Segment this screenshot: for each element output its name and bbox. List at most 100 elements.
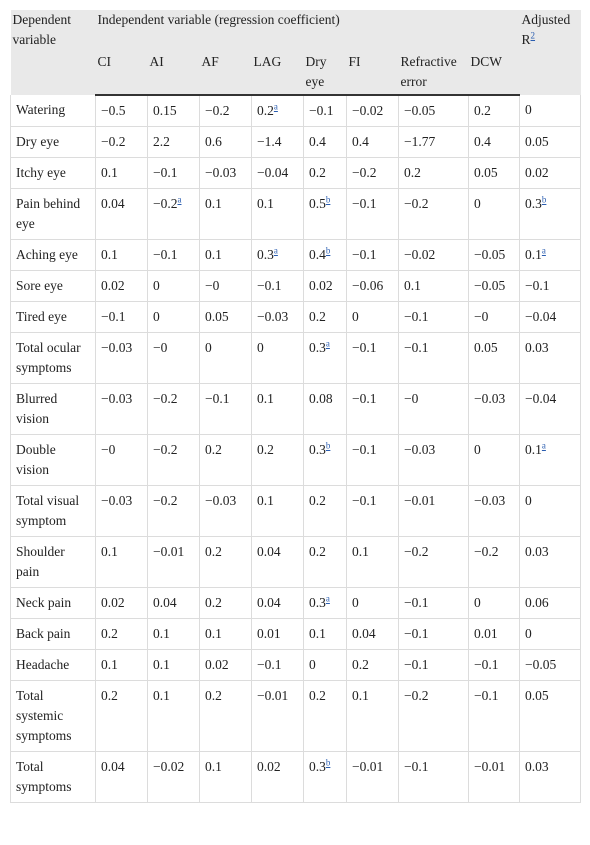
footnote-link[interactable]: a <box>541 245 546 256</box>
footnote-link[interactable]: a <box>325 338 330 349</box>
table-cell: 0.1 <box>199 751 252 803</box>
table-cell: −0.06 <box>346 270 399 302</box>
table-cell: −0.2 <box>398 680 469 752</box>
table-cell: 0.1 <box>199 239 252 271</box>
table-cell: −0.2 <box>467 536 521 588</box>
table-cell: 0.1 <box>346 680 399 752</box>
footnote-marker: a <box>274 246 278 256</box>
table-cell: −0.03 <box>467 485 521 537</box>
table-cell: 0.3b <box>303 751 347 803</box>
cell-value: 0.3 <box>309 595 326 610</box>
column-header: CI <box>95 52 148 96</box>
table-cell: 0.4b <box>303 239 347 271</box>
table-cell: −0.01 <box>398 485 469 537</box>
table-cell: 0.2 <box>95 618 148 650</box>
table-cell: −0.2a <box>147 188 200 240</box>
row-label: Sore eye <box>10 270 96 302</box>
table-body: Watering −0.5 0.15 −0.2 0.2a −0.1 −0.02 −0.05 0.… <box>10 95 582 803</box>
column-header: FI <box>346 52 399 96</box>
table-cell: −0.5 <box>95 95 148 127</box>
table-cell: 0.1 <box>346 536 399 588</box>
table-cell: −0.1 <box>398 587 469 619</box>
table-cell: 0.04 <box>147 587 200 619</box>
table-cell: −0.03 <box>398 434 469 486</box>
table-cell: 0 <box>147 270 200 302</box>
table-cell: 0.1 <box>398 270 469 302</box>
table-cell: −0.01 <box>346 751 399 803</box>
table-cell: 0.4 <box>303 126 347 158</box>
footnote-link[interactable]: a <box>541 440 546 451</box>
cell-value: 0.1 <box>525 442 542 457</box>
table-cell: 0.02 <box>303 270 347 302</box>
table-cell: −0.05 <box>398 95 469 127</box>
table-cell: −0.1 <box>398 649 469 681</box>
table-cell: 0.02 <box>95 270 148 302</box>
table-cell: −0.1 <box>398 301 469 333</box>
row-label: Double vision <box>10 434 96 486</box>
table-row: Sore eye 0.02 0 −0 −0.1 0.02 −0.06 0.1 −0.05 −0.1 <box>10 270 582 302</box>
column-header: AF <box>199 52 252 96</box>
footnote-marker: b <box>542 195 547 205</box>
footnote-link[interactable]: b <box>325 757 331 768</box>
footnote-link[interactable]: b <box>325 194 331 205</box>
footnote-link[interactable]: b <box>325 245 331 256</box>
table-cell: 0.1 <box>147 618 200 650</box>
footnote-link[interactable]: a <box>273 245 278 256</box>
table-cell: −0.04 <box>519 301 582 333</box>
table-cell: −0.1 <box>398 618 469 650</box>
table-cell: −0.03 <box>251 301 304 333</box>
table-cell: −0.2 <box>95 126 148 158</box>
footnote-marker: b <box>326 195 331 205</box>
regression-table: Dependent variable Independent variable … <box>10 10 582 803</box>
table-cell: 0.1 <box>199 188 252 240</box>
table-cell: 0.1a <box>519 434 582 486</box>
table-cell: 0.04 <box>251 536 304 588</box>
table-cell: 0.01 <box>251 618 304 650</box>
table-cell: −0.1 <box>346 239 399 271</box>
footnote-link[interactable]: 2 <box>530 30 536 41</box>
table-cell: 0.3b <box>303 434 347 486</box>
table-cell: −0.05 <box>467 239 521 271</box>
table-cell: −0.1 <box>95 301 148 333</box>
cell-value: 0.2 <box>257 103 274 118</box>
table-cell: −0.1 <box>147 157 200 189</box>
table-cell: −0.1 <box>398 332 469 384</box>
table-cell: 0.15 <box>147 95 200 127</box>
table-cell: −0.02 <box>398 239 469 271</box>
footnote-link[interactable]: a <box>177 194 182 205</box>
footnote-link[interactable]: a <box>325 593 330 604</box>
row-label: Itchy eye <box>10 157 96 189</box>
row-label: Neck pain <box>10 587 96 619</box>
header-cell: Dependent variable <box>10 10 96 95</box>
column-header: LAG <box>251 52 304 96</box>
table-row: Shoulder pain 0.1 −0.01 0.2 0.04 0.2 0.1 −0.2 −0… <box>10 536 582 588</box>
table-cell: 0.5b <box>303 188 347 240</box>
table-cell: 0.05 <box>519 126 582 158</box>
cell-value: 0.3 <box>525 196 542 211</box>
table-cell: 0.02 <box>251 751 304 803</box>
table-cell: −0.03 <box>467 383 521 435</box>
footnote-marker: b <box>326 246 331 256</box>
table-cell: −0.1 <box>147 239 200 271</box>
table-cell: −0.2 <box>199 95 252 127</box>
footnote-link[interactable]: a <box>273 101 278 112</box>
table-cell: 0.1 <box>303 618 347 650</box>
table-row: Total symptoms 0.04 −0.02 0.1 0.02 0.3b −0.01−… <box>10 751 582 803</box>
table-cell: −0.2 <box>147 434 200 486</box>
table-cell: 0 <box>346 301 399 333</box>
table-cell: 0.3a <box>251 239 304 271</box>
footnote-link[interactable]: b <box>541 194 547 205</box>
row-label: Total systemic symptoms <box>10 680 96 752</box>
table-cell: 0.2 <box>251 434 304 486</box>
row-label: Pain behind eye <box>10 188 96 240</box>
table-cell: 0.1 <box>95 239 148 271</box>
table-cell: 0 <box>303 649 347 681</box>
table-row: Back pain 0.2 0.1 0.1 0.01 0.1 0.04 −0.1 0.01 0 <box>10 618 582 650</box>
footnote-link[interactable]: b <box>325 440 331 451</box>
table-cell: 0.3a <box>303 587 347 619</box>
row-label: Total ocular symptoms <box>10 332 96 384</box>
table-cell: 0.1 <box>199 618 252 650</box>
table-cell: −0.03 <box>95 485 148 537</box>
table-row: Tired eye −0.1 0 0.05 −0.03 0.2 0 −0.1 −0 −0.04 <box>10 301 582 333</box>
